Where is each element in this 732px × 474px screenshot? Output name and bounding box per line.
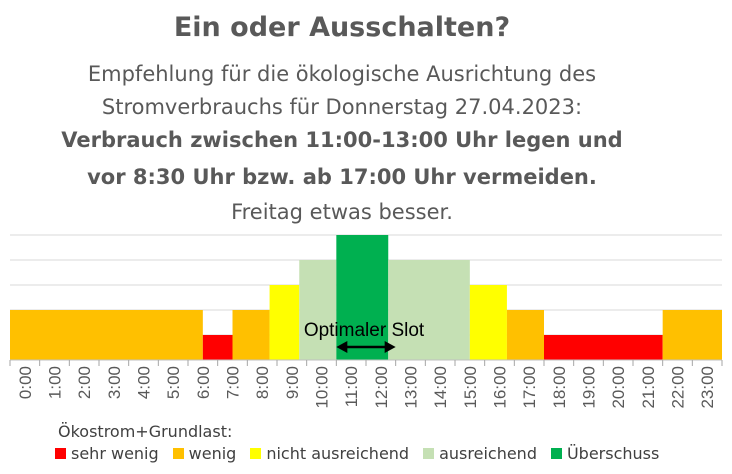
legend-item-sehr_wenig: sehr wenig <box>55 444 159 463</box>
x-tick-label: 2:00 <box>75 366 94 399</box>
bar-segment <box>469 285 507 360</box>
x-tick-label: 8:00 <box>253 366 272 399</box>
x-tick-label: 17:00 <box>520 366 539 409</box>
x-tick-label: 9:00 <box>283 366 302 399</box>
legend-label: sehr wenig <box>71 443 159 463</box>
legend: sehr wenig wenig nicht ausreichend ausreich… <box>55 443 659 463</box>
x-tick-label: 14:00 <box>431 366 450 409</box>
bar-segment <box>269 285 300 360</box>
subtitle-line-2: Stromverbrauchs für Donnerstag 27.04.202… <box>101 95 583 119</box>
x-tick-label: 22:00 <box>669 366 688 409</box>
x-tick-label: 15:00 <box>461 366 480 409</box>
bar-segment <box>336 235 389 360</box>
subtitle-line-5: Freitag etwas besser. <box>231 200 453 224</box>
subtitle-line-3: Verbrauch zwischen 11:00-13:00 Uhr legen… <box>61 128 623 152</box>
legend-label: nicht ausreichend <box>266 443 410 463</box>
annotation-arrow-head-right <box>384 341 396 353</box>
legend-label: ausreichend <box>439 443 537 463</box>
bar-segment <box>299 260 337 360</box>
legend-swatch <box>250 447 262 459</box>
legend-swatch <box>55 447 66 459</box>
legend-title: Ökostrom+Grundlast: <box>58 422 233 441</box>
x-tick-label: 7:00 <box>224 366 243 399</box>
bar-segment <box>10 310 203 360</box>
legend-item-ausreichend: ausreichend <box>423 444 537 463</box>
x-tick-label: 3:00 <box>105 366 124 399</box>
bar-segment <box>232 310 270 360</box>
x-tick-label: 20:00 <box>609 366 628 409</box>
legend-item-wenig: wenig <box>172 443 237 463</box>
annotation-arrow-head-left <box>336 341 348 353</box>
bar-segment <box>506 310 544 360</box>
bar-segment <box>544 335 663 360</box>
x-tick-label: 13:00 <box>402 366 421 409</box>
legend-swatch <box>423 447 435 459</box>
x-tick-label: 12:00 <box>372 366 391 409</box>
x-tick-label: 18:00 <box>550 366 569 409</box>
bar-segment <box>662 310 722 360</box>
bar-segment <box>388 260 470 360</box>
legend-swatch <box>550 447 562 459</box>
x-tick-label: 21:00 <box>639 366 658 409</box>
bar-segment <box>202 335 233 360</box>
subtitle-line-4: vor 8:30 Uhr bzw. ab 17:00 Uhr vermeiden… <box>87 165 597 189</box>
x-tick-label: 11:00 <box>342 366 361 407</box>
legend-swatch <box>172 447 184 459</box>
x-tick-label: 0:00 <box>16 366 35 399</box>
x-tick-label: 4:00 <box>135 366 154 399</box>
x-tick-label: 5:00 <box>164 366 183 399</box>
x-tick-label: 6:00 <box>194 366 213 399</box>
legend-label: wenig <box>188 443 237 463</box>
x-tick-label: 10:00 <box>313 366 332 409</box>
legend-item-nicht_ausreichend: nicht ausreichend <box>250 444 409 463</box>
x-tick-label: 19:00 <box>580 366 599 409</box>
chart-title: Ein oder Ausschalten? <box>173 12 511 43</box>
legend-item-ueberschuss: Überschuss <box>550 443 660 463</box>
subtitle-line-1: Empfehlung für die ökologische Ausrichtu… <box>87 62 597 86</box>
legend-label: Überschuss <box>566 443 660 463</box>
x-tick-label: 1:00 <box>46 366 65 399</box>
x-tick-label: 16:00 <box>491 366 510 409</box>
x-tick-label: 23:00 <box>698 366 717 409</box>
annotation-label: Optimaler Slot <box>304 320 425 341</box>
